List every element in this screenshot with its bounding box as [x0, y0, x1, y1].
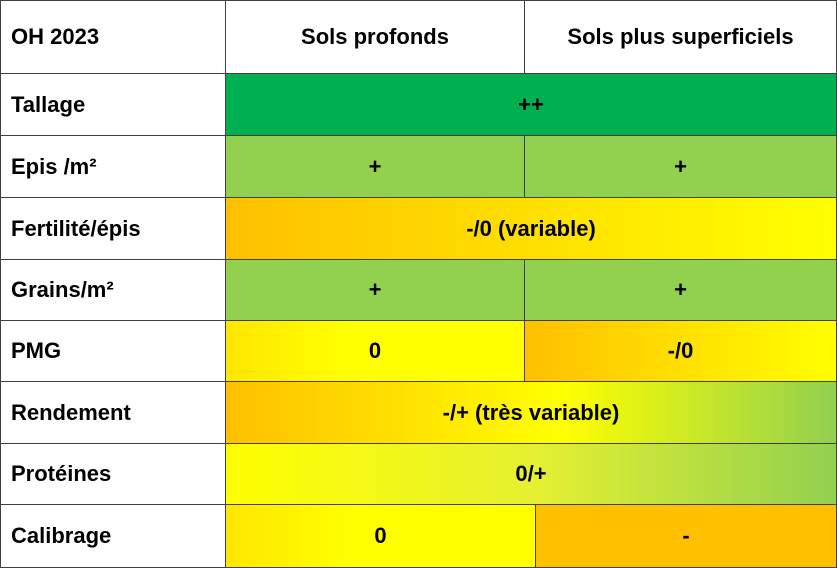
cell: + [524, 259, 837, 321]
row-label: Grains/m² [0, 259, 226, 321]
cell: -/0 [524, 320, 837, 382]
header-title: OH 2023 [0, 0, 226, 74]
row-label: PMG [0, 320, 226, 382]
column-header: Sols profonds [225, 0, 525, 74]
cell: 0 [225, 504, 536, 568]
row-label: Calibrage [0, 504, 226, 568]
column-header: Sols plus superficiels [524, 0, 837, 74]
cell: - [535, 504, 837, 568]
row-label: Rendement [0, 381, 226, 444]
row-label: Protéines [0, 443, 226, 505]
cell: -/+ (très variable) [225, 381, 837, 444]
cell: + [524, 135, 837, 198]
row-label: Fertilité/épis [0, 197, 226, 260]
cell: ++ [225, 73, 837, 136]
row-label: Epis /m² [0, 135, 226, 198]
cell: 0/+ [225, 443, 837, 505]
cell: 0 [225, 320, 525, 382]
cell: + [225, 259, 525, 321]
cell: + [225, 135, 525, 198]
cell: -/0 (variable) [225, 197, 837, 260]
row-label: Tallage [0, 73, 226, 136]
